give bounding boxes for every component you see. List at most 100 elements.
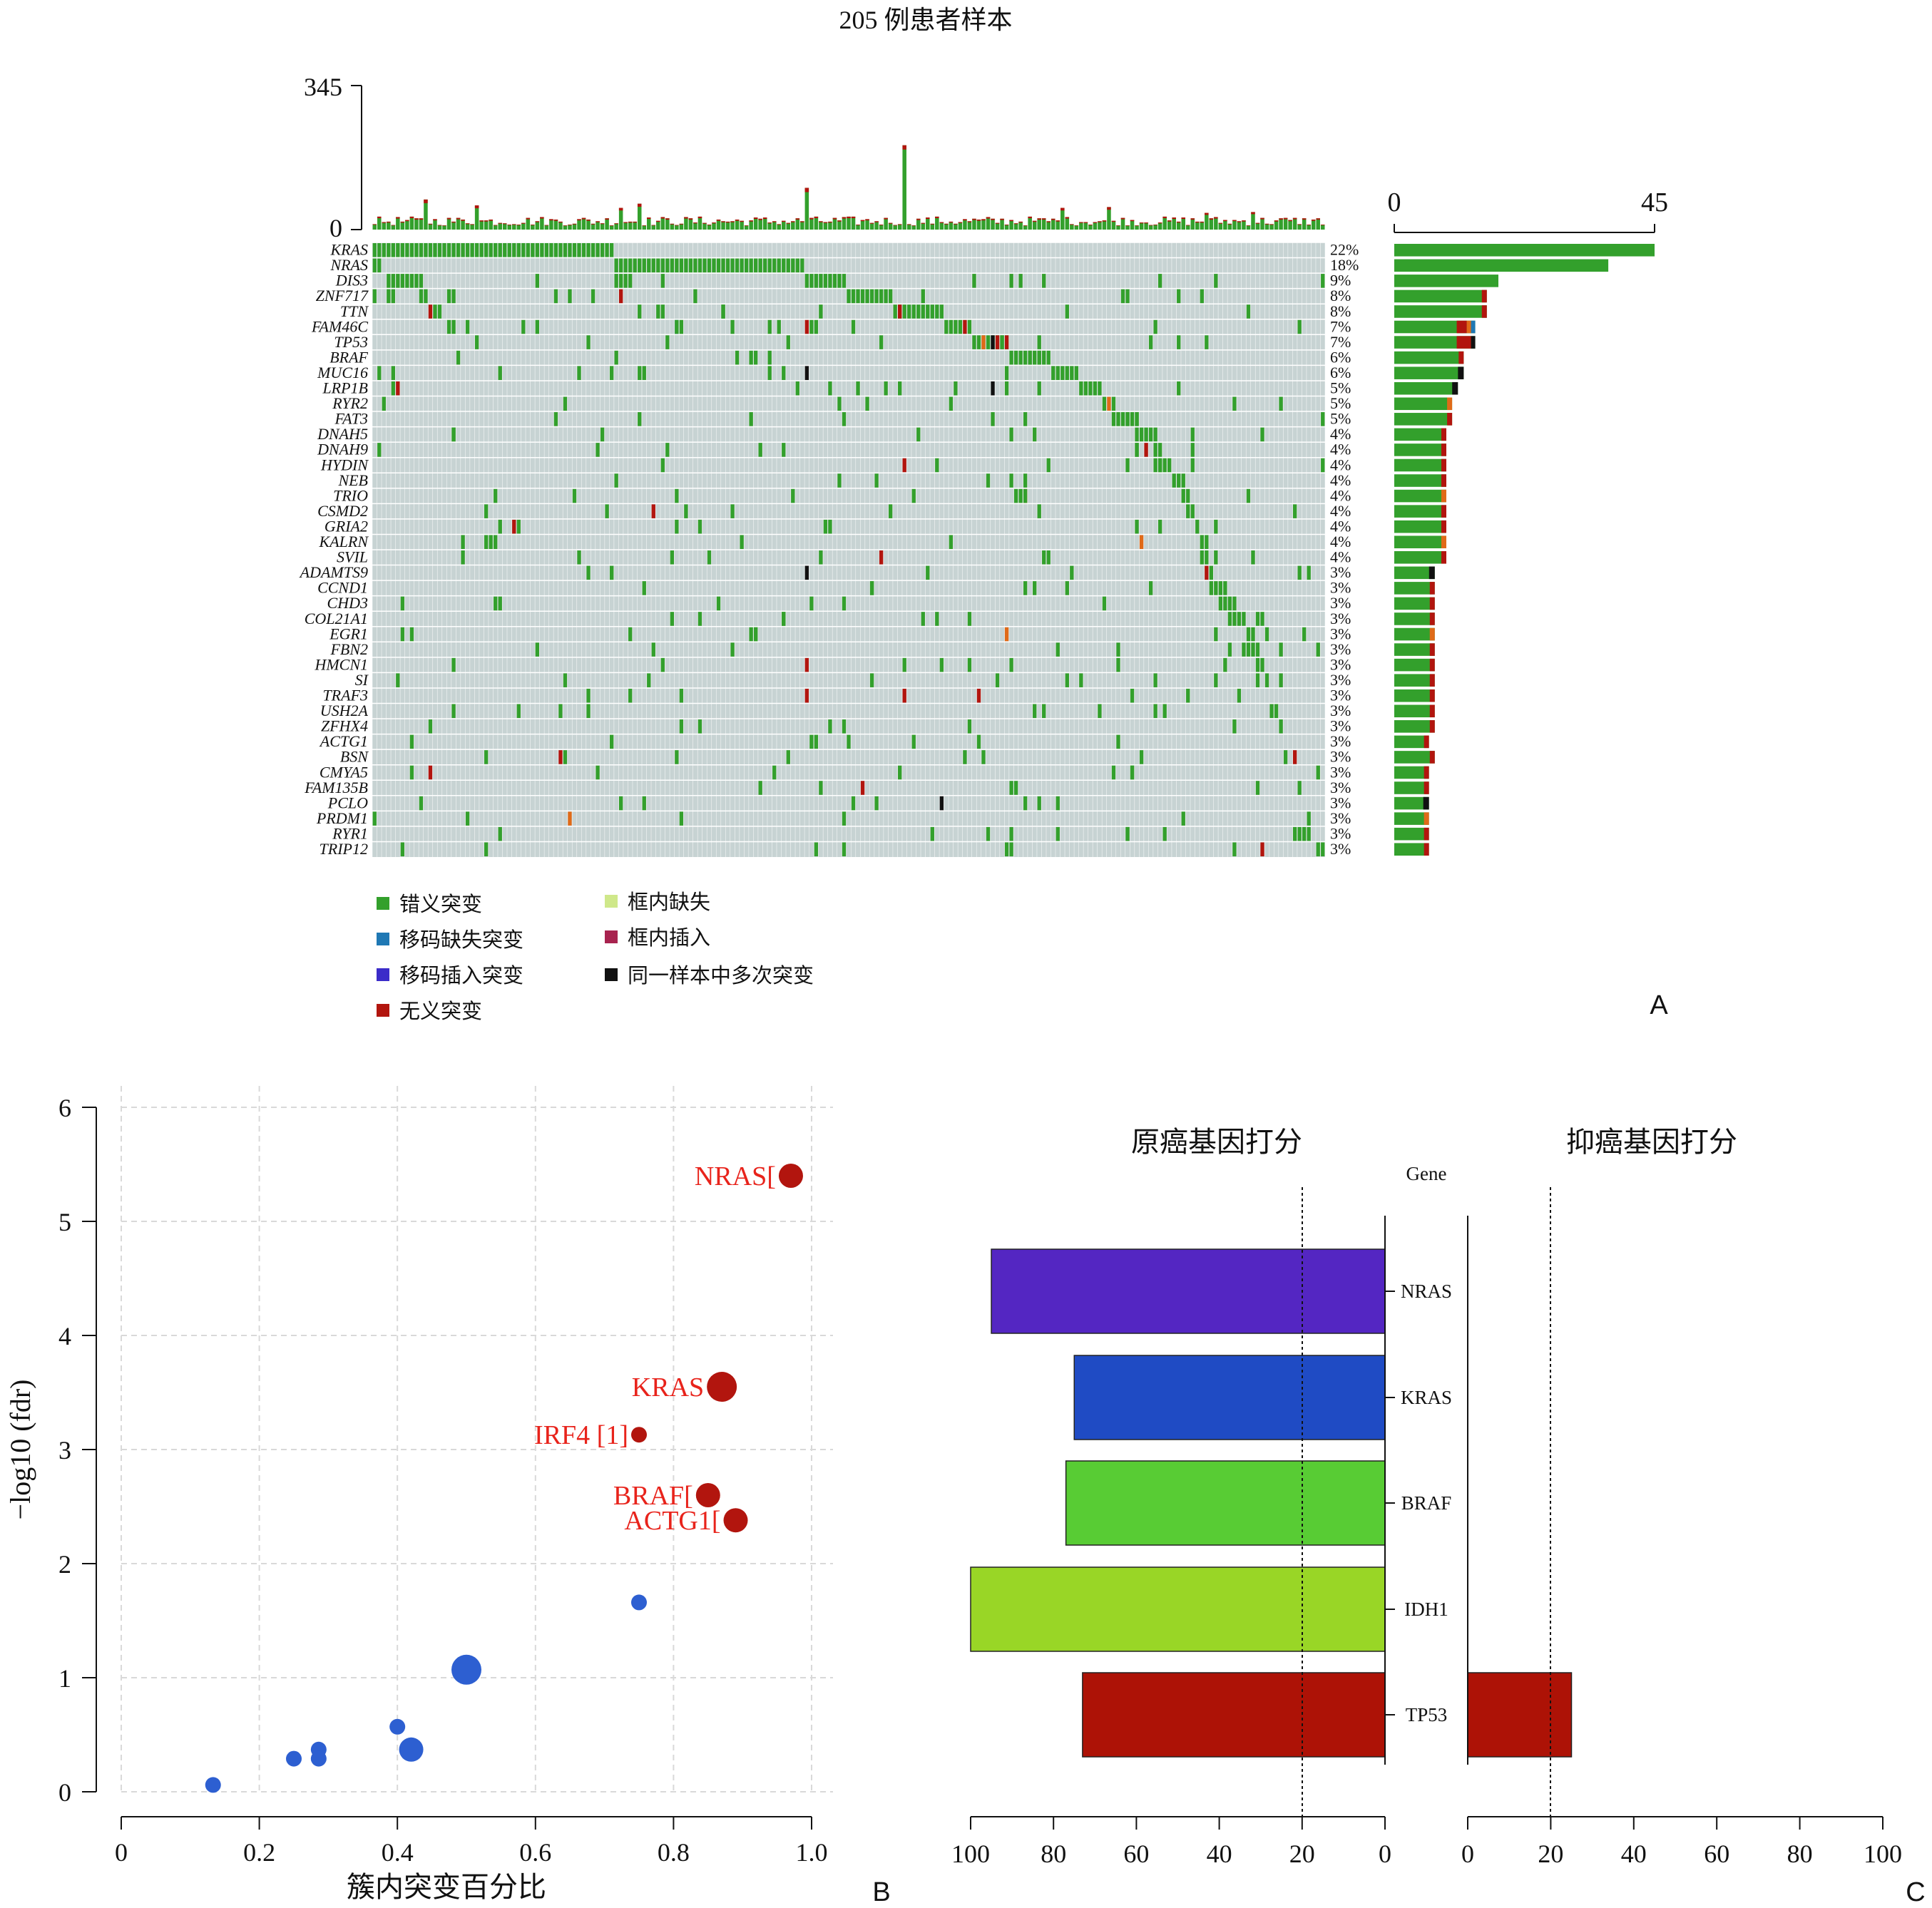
mutation-cell (494, 488, 498, 503)
tmb-bar (1144, 222, 1148, 230)
mutation-cell (433, 304, 437, 319)
mutation-cell (609, 565, 614, 580)
tmb-bar (1307, 224, 1311, 230)
tmb-bar-nonsense (647, 217, 651, 220)
tmb-bar (684, 217, 688, 230)
mutation-cell (986, 335, 991, 349)
mutation-cell (721, 258, 725, 273)
percent-label: 4% (1330, 456, 1351, 473)
tmb-bar (387, 221, 391, 230)
tmb-bar-nonsense (860, 220, 865, 222)
tmb-bar-nonsense (749, 220, 753, 222)
percent-label: 3% (1330, 779, 1351, 796)
mutation-cell (568, 811, 572, 826)
tmb-bar-nonsense (1311, 219, 1316, 221)
oncogene-axis-tick-label: 80 (1041, 1840, 1066, 1868)
mutation-cell (869, 289, 874, 304)
gene-label: DNAH9 (317, 441, 368, 458)
tmb-bar (926, 217, 930, 230)
mutation-cell (679, 688, 684, 703)
gene-count-bar-segment (1441, 428, 1446, 441)
tsg-score-bar (1467, 1672, 1573, 1758)
mutation-cell (1018, 274, 1023, 288)
mutation-cell (1246, 304, 1251, 319)
mutation-cell (489, 243, 493, 257)
mutation-cell (767, 319, 772, 334)
scatter-point (631, 1594, 647, 1611)
percent-label: 4% (1330, 548, 1351, 566)
gene-count-bar (1394, 643, 1435, 656)
tmb-bar (972, 218, 976, 230)
tmb-bar-nonsense (976, 219, 981, 221)
gene-count-bar-segment (1429, 689, 1435, 702)
mutation-cell (424, 243, 428, 257)
mutation-cell (1023, 488, 1028, 503)
mutation-cell (782, 366, 786, 380)
mutation-cell (1297, 826, 1302, 841)
tmb-bar (758, 218, 762, 230)
mutation-cell (967, 719, 972, 734)
tmb-bar-nonsense (437, 225, 442, 226)
mutation-cell (1125, 289, 1130, 304)
scatter-x-tick-label: 0.4 (382, 1838, 414, 1867)
tmb-bar-nonsense (721, 221, 725, 222)
mutation-cell (553, 412, 558, 426)
tmb-bar-nonsense (1246, 225, 1251, 226)
mutation-cell (930, 304, 934, 319)
mutation-cell (1181, 473, 1185, 488)
tmb-bar-nonsense (670, 223, 675, 225)
mutation-cell (856, 289, 860, 304)
percent-label: 3% (1330, 594, 1351, 612)
percent-label: 3% (1330, 640, 1351, 658)
mutation-cell (642, 366, 646, 380)
mutation-cell (419, 243, 424, 257)
legend-swatch-missense (377, 897, 389, 910)
score-bars (970, 1248, 1573, 1758)
mutation-cell (521, 319, 526, 334)
mutation-cell (791, 488, 795, 503)
mutation-cell (1004, 842, 1009, 856)
mutation-cell (986, 826, 991, 841)
gene-count-bar-segment (1441, 551, 1446, 564)
mutation-cell (1056, 366, 1060, 380)
legend-label-multi-hit: 同一样本中多次突变 (628, 964, 814, 988)
tmb-bar-nonsense (740, 220, 744, 222)
mutation-cell (981, 335, 986, 349)
tmb-bar (721, 221, 725, 230)
tmb-bar-nonsense (553, 219, 558, 221)
mutation-cell (1065, 581, 1069, 595)
mutation-cell (939, 796, 944, 811)
tmb-bar (409, 216, 414, 230)
mutation-cell (396, 243, 400, 257)
oncogene-axis-tick-label: 100 (951, 1840, 990, 1868)
tmb-bar (1098, 221, 1102, 230)
mutation-cell (1237, 688, 1242, 703)
gene-label: TRAF3 (322, 687, 368, 704)
mutation-cell (879, 550, 884, 565)
mutation-cell (782, 443, 786, 457)
mutation-cell (949, 396, 954, 411)
mutation-cell (991, 381, 995, 396)
gene-count-bar-segment (1441, 474, 1446, 487)
mutation-cell (730, 258, 735, 273)
mutation-cell (735, 350, 740, 365)
oncogene-score-bar (970, 1566, 1386, 1652)
mutation-cell (1079, 673, 1083, 687)
mutation-cell (1232, 612, 1237, 626)
mutation-cell (786, 335, 790, 349)
mutation-cell (1102, 396, 1107, 411)
scatter-y-label: −log10 (fdr) (4, 1380, 36, 1520)
tmb-bar (558, 221, 563, 230)
percent-label: 4% (1330, 486, 1351, 504)
gene-count-bar (1394, 413, 1453, 426)
tmb-bar (995, 222, 1000, 230)
mutation-cell (767, 366, 772, 380)
gene-label: BRAF (329, 348, 368, 366)
scatter-point (695, 1483, 720, 1507)
gene-count-bar-segment (1441, 535, 1446, 548)
gene-label: CCND1 (317, 579, 368, 597)
panel-c: 原癌基因打分 抑癌基因打分 Gene NRASKRASBRAFIDH1TP53 … (951, 1126, 1926, 1907)
mutation-cell (749, 627, 753, 642)
scatter-x-label: 簇内突变百分比 (347, 1871, 546, 1903)
tmb-bar-nonsense (730, 221, 735, 222)
